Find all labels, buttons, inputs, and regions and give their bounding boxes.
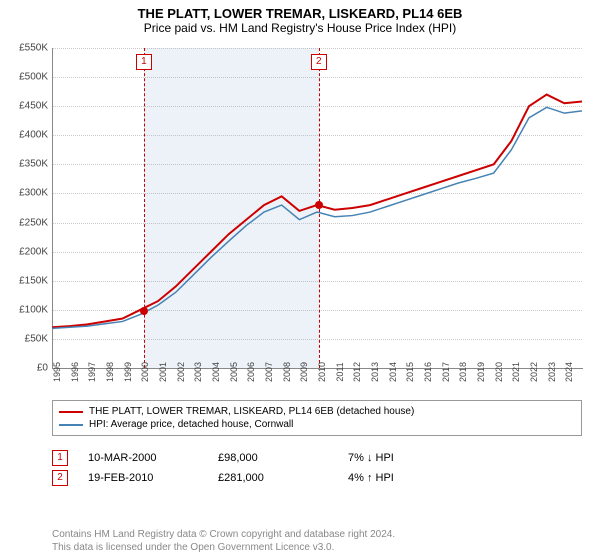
sale-marker-1: 1 (136, 54, 152, 70)
legend-label: THE PLATT, LOWER TREMAR, LISKEARD, PL14 … (89, 406, 414, 417)
legend-swatch (59, 411, 83, 413)
y-tick-label: £400K (0, 130, 52, 141)
y-tick-label: £150K (0, 275, 52, 286)
legend: THE PLATT, LOWER TREMAR, LISKEARD, PL14 … (52, 400, 582, 436)
y-tick-label: £550K (0, 43, 52, 54)
x-tick-label: 2023 (547, 362, 557, 382)
x-tick-label: 1998 (105, 362, 115, 382)
x-tick-label: 1995 (52, 362, 62, 382)
y-tick-label: £350K (0, 159, 52, 170)
sale-hpi: 7% ↓ HPI (348, 452, 394, 464)
x-tick-label: 2021 (511, 362, 521, 382)
sale-hpi: 4% ↑ HPI (348, 472, 394, 484)
legend-item: HPI: Average price, detached house, Corn… (59, 418, 575, 431)
x-tick-label: 2012 (352, 362, 362, 382)
x-tick-label: 2015 (405, 362, 415, 382)
y-tick-label: £450K (0, 101, 52, 112)
x-tick-label: 2001 (158, 362, 168, 382)
x-tick-label: 2009 (299, 362, 309, 382)
x-tick-label: 1996 (70, 362, 80, 382)
sale-row: 1 10-MAR-2000 £98,000 7% ↓ HPI (52, 448, 582, 468)
sale-vline (144, 48, 145, 368)
chart-container: THE PLATT, LOWER TREMAR, LISKEARD, PL14 … (0, 0, 600, 560)
x-tick-label: 2019 (476, 362, 486, 382)
x-tick-label: 2005 (229, 362, 239, 382)
y-tick-label: £0 (0, 363, 52, 374)
x-tick-label: 2020 (494, 362, 504, 382)
y-tick-label: £300K (0, 188, 52, 199)
sales-table: 1 10-MAR-2000 £98,000 7% ↓ HPI 2 19-FEB-… (52, 448, 582, 488)
x-tick-label: 2018 (458, 362, 468, 382)
x-tick-label: 2007 (264, 362, 274, 382)
x-tick-label: 2011 (335, 362, 345, 381)
chart-subtitle: Price paid vs. HM Land Registry's House … (0, 21, 600, 39)
legend-label: HPI: Average price, detached house, Corn… (89, 419, 293, 430)
sale-badge: 1 (52, 450, 68, 466)
x-tick-label: 2016 (423, 362, 433, 382)
sale-row: 2 19-FEB-2010 £281,000 4% ↑ HPI (52, 468, 582, 488)
footer-line1: Contains HM Land Registry data © Crown c… (52, 528, 582, 541)
x-tick-label: 2013 (370, 362, 380, 382)
sale-badge: 2 (52, 470, 68, 486)
sale-dot-2 (315, 201, 323, 209)
y-tick-label: £200K (0, 246, 52, 257)
x-tick-label: 2024 (564, 362, 574, 382)
x-tick-label: 1999 (123, 362, 133, 382)
footer-line2: This data is licensed under the Open Gov… (52, 541, 582, 554)
series-line (52, 95, 582, 328)
sale-dot-1 (140, 307, 148, 315)
legend-swatch (59, 424, 83, 426)
x-tick-label: 2008 (282, 362, 292, 382)
x-tick-label: 2000 (140, 362, 150, 382)
x-tick-label: 2022 (529, 362, 539, 382)
sale-price: £98,000 (218, 452, 328, 464)
chart-title: THE PLATT, LOWER TREMAR, LISKEARD, PL14 … (0, 0, 600, 21)
y-tick-label: £50K (0, 333, 52, 344)
sale-price: £281,000 (218, 472, 328, 484)
x-tick-label: 2014 (388, 362, 398, 382)
y-tick-label: £100K (0, 304, 52, 315)
x-tick-label: 2004 (211, 362, 221, 382)
sale-date: 19-FEB-2010 (88, 472, 198, 484)
footer: Contains HM Land Registry data © Crown c… (52, 528, 582, 554)
y-tick-label: £250K (0, 217, 52, 228)
x-tick-label: 2003 (193, 362, 203, 382)
x-tick-label: 2017 (441, 362, 451, 382)
x-tick-label: 1997 (87, 362, 97, 382)
x-tick-label: 2010 (317, 362, 327, 382)
y-tick-label: £500K (0, 72, 52, 83)
series-line (52, 107, 582, 328)
sale-marker-2: 2 (311, 54, 327, 70)
x-tick-label: 2002 (176, 362, 186, 382)
sale-date: 10-MAR-2000 (88, 452, 198, 464)
x-tick-label: 2006 (246, 362, 256, 382)
legend-item: THE PLATT, LOWER TREMAR, LISKEARD, PL14 … (59, 405, 575, 418)
